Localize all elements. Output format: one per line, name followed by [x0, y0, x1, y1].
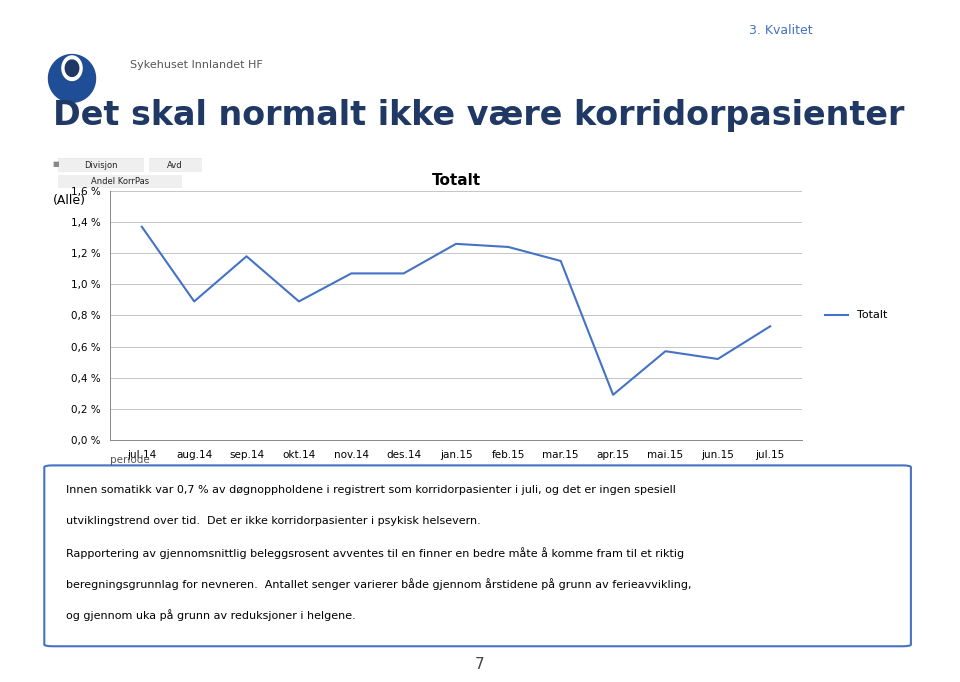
Polygon shape: [49, 55, 95, 102]
Text: Rapportering av gjennomsnittlig beleggsrosent avventes til en finner en bedre må: Rapportering av gjennomsnittlig beleggsr…: [65, 547, 684, 559]
FancyBboxPatch shape: [44, 465, 911, 647]
Text: ■: ■: [53, 161, 60, 166]
Text: Avd: Avd: [167, 160, 183, 170]
Text: utviklingstrend over tid.  Det er ikke korridorpasienter i psykisk helsevern.: utviklingstrend over tid. Det er ikke ko…: [65, 516, 480, 526]
Text: 7: 7: [475, 657, 485, 672]
Text: Det skal normalt ikke være korridorpasienter: Det skal normalt ikke være korridorpasie…: [53, 99, 904, 132]
Text: (Alle): (Alle): [53, 194, 85, 207]
Polygon shape: [62, 56, 82, 80]
Text: 3. Kvalitet: 3. Kvalitet: [749, 24, 812, 37]
Text: Divisjon: Divisjon: [84, 160, 117, 170]
Polygon shape: [65, 60, 79, 76]
Text: Andel KorrPas: Andel KorrPas: [91, 177, 149, 186]
Text: periode: periode: [110, 455, 150, 465]
Title: Totalt: Totalt: [431, 173, 481, 188]
FancyBboxPatch shape: [53, 158, 148, 173]
FancyBboxPatch shape: [146, 158, 204, 173]
Text: Innen somatikk var 0,7 % av døgnoppholdene i registrert som korridorpasienter i : Innen somatikk var 0,7 % av døgnoppholde…: [65, 485, 676, 495]
Text: beregningsgrunnlag for nevneren.  Antallet senger varierer både gjennom årstiden: beregningsgrunnlag for nevneren. Antalle…: [65, 578, 691, 590]
Text: Sykehuset Innlandet HF: Sykehuset Innlandet HF: [130, 60, 262, 70]
Legend: Totalt: Totalt: [821, 306, 891, 325]
Text: og gjennom uka på grunn av reduksjoner i helgene.: og gjennom uka på grunn av reduksjoner i…: [65, 609, 355, 621]
FancyBboxPatch shape: [51, 174, 188, 189]
